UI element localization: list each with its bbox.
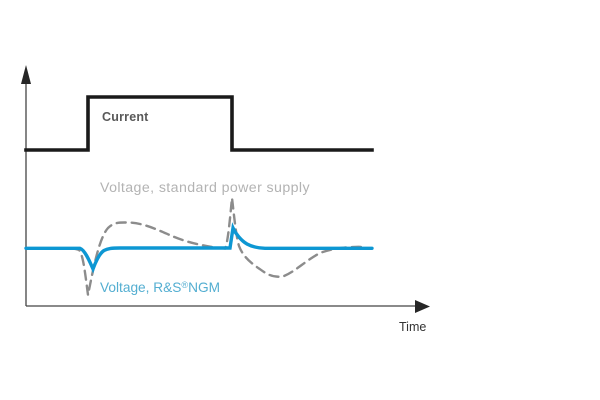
svg-text:Voltage, standard power supply: Voltage, standard power supply — [100, 180, 310, 196]
svg-text:Time: Time — [399, 320, 426, 334]
svg-text:Current: Current — [102, 110, 149, 124]
svg-text:Voltage, R&S®NGM: Voltage, R&S®NGM — [100, 280, 220, 295]
